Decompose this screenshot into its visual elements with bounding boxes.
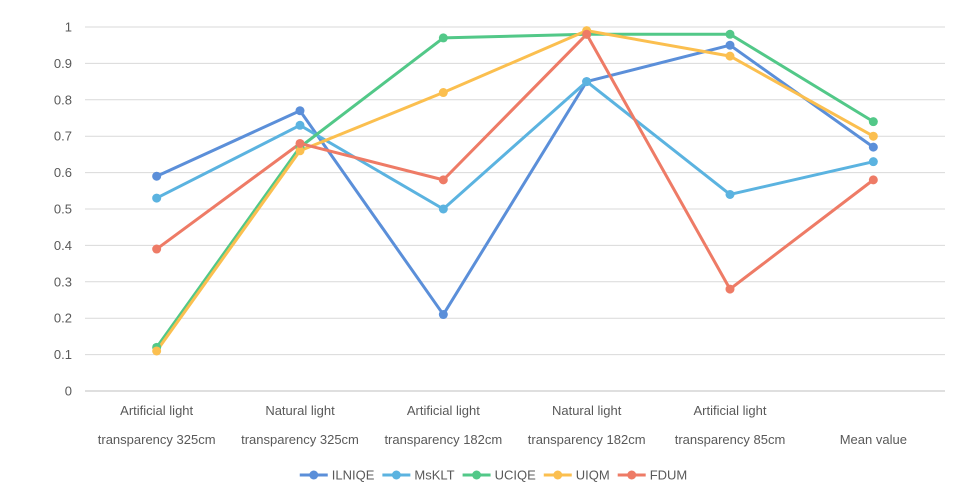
- data-point-ilniqe: [295, 106, 305, 116]
- x-axis: Artificial light transparency 325cm Natura…: [98, 403, 907, 447]
- y-tick-label: 0.1: [54, 347, 72, 362]
- data-point-uiqm: [725, 51, 735, 61]
- data-point-msklt: [295, 120, 305, 130]
- data-point-fdum: [725, 284, 735, 294]
- data-point-fdum: [152, 244, 162, 254]
- legend-label-uiqm: UIQM: [576, 468, 610, 483]
- y-tick-label: 0.2: [54, 311, 72, 326]
- data-point-uciqe: [438, 33, 448, 43]
- data-point-msklt: [725, 189, 735, 199]
- series-line-ilniqe: [155, 43, 875, 317]
- data-point-fdum: [295, 138, 305, 148]
- data-point-ilniqe: [725, 40, 735, 50]
- x-tick-label: Natural light: [552, 403, 622, 418]
- legend-marker-uiqm: [553, 470, 563, 480]
- legend-label-msklt: MsKLT: [414, 468, 454, 483]
- x-tick-label: Natural light: [265, 403, 335, 418]
- data-point-uciqe: [725, 29, 735, 39]
- legend-marker-uciqe: [472, 470, 482, 480]
- data-point-uciqe: [868, 117, 878, 127]
- x-tick-label: transparency 325cm: [98, 432, 216, 447]
- data-point-msklt: [152, 193, 162, 203]
- y-tick-label: 0.9: [54, 56, 72, 71]
- data-point-fdum: [582, 29, 592, 39]
- data-point-uiqm: [152, 346, 162, 356]
- y-tick-label: 0: [65, 384, 72, 399]
- x-tick-label: transparency 325cm: [241, 432, 359, 447]
- legend-marker-ilniqe: [309, 470, 319, 480]
- x-tick-label: transparency 182cm: [528, 432, 646, 447]
- legend-label-fdum: FDUM: [650, 468, 688, 483]
- y-tick-label: 0.5: [54, 202, 72, 217]
- y-tick-label: 0.8: [54, 92, 72, 107]
- y-tick-label: 0.4: [54, 238, 72, 253]
- legend-marker-fdum: [627, 470, 637, 480]
- data-point-ilniqe: [152, 171, 162, 181]
- y-tick-label: 1: [65, 20, 72, 35]
- gridlines: [85, 26, 945, 392]
- y-tick-label: 0.6: [54, 165, 72, 180]
- data-point-fdum: [438, 175, 448, 185]
- data-point-msklt: [582, 77, 592, 87]
- series-line-uiqm: [155, 29, 875, 353]
- y-tick-label: 0.7: [54, 129, 72, 144]
- x-tick-label: transparency 85cm: [675, 432, 786, 447]
- series-line-fdum: [155, 32, 875, 291]
- x-tick-label: transparency 182cm: [384, 432, 502, 447]
- legend-label-uciqe: UCIQE: [495, 468, 537, 483]
- series-line-msklt: [155, 80, 875, 211]
- legend: ILNIQE MsKLT UCIQE UIQM FDUM: [299, 468, 688, 483]
- series-group: [152, 26, 878, 356]
- x-tick-label: Artificial light: [407, 403, 480, 418]
- y-axis: 0 0.1 0.2 0.3 0.4 0.5 0.6 0.7 0.8 0.9 1: [54, 20, 72, 399]
- series-line-uciqe: [155, 32, 875, 349]
- x-tick-label: Artificial light: [694, 403, 767, 418]
- data-point-msklt: [438, 204, 448, 214]
- data-point-uiqm: [295, 146, 305, 156]
- data-point-ilniqe: [868, 142, 878, 152]
- x-tick-label: Artificial light: [120, 403, 193, 418]
- data-point-msklt: [868, 157, 878, 167]
- data-point-ilniqe: [438, 310, 448, 320]
- data-point-fdum: [868, 175, 878, 185]
- y-tick-label: 0.3: [54, 274, 72, 289]
- data-point-uiqm: [438, 88, 448, 98]
- legend-label-ilniqe: ILNIQE: [332, 468, 375, 483]
- x-tick-label: Mean value: [840, 432, 907, 447]
- legend-marker-msklt: [391, 470, 401, 480]
- data-point-uiqm: [868, 131, 878, 141]
